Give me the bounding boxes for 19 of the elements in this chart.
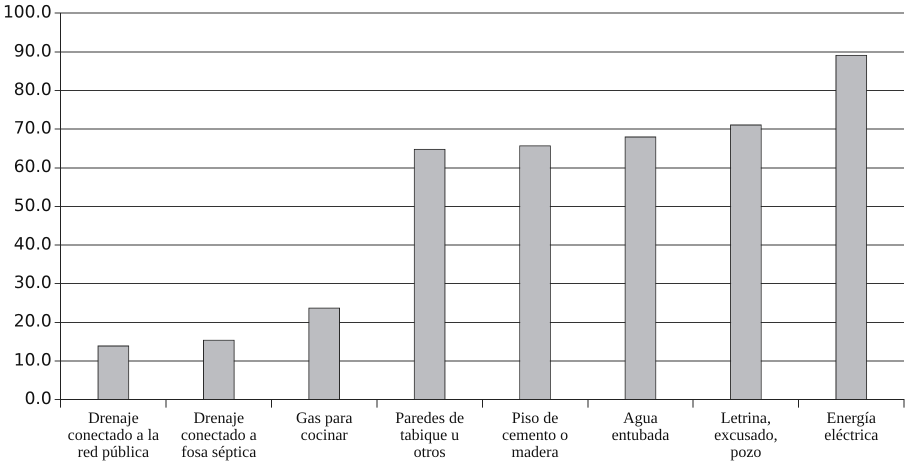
- x-tick-label: Gas para cocinar: [296, 410, 352, 444]
- x-tick-label: Piso de cemento o madera: [502, 410, 568, 461]
- y-tick-label: 10.0: [14, 350, 52, 370]
- x-tick-label: Energía eléctrica: [824, 410, 878, 444]
- y-tick-label: 70.0: [14, 118, 52, 139]
- x-tick-label: Paredes de tabique u otros: [395, 410, 464, 461]
- y-tick-label: 60.0: [14, 157, 52, 178]
- y-tick-label: 90.0: [14, 41, 52, 62]
- x-tick-label: Letrina, excusado, pozo: [714, 410, 778, 461]
- x-tick-label: Drenaje conectado a la red pública: [68, 410, 160, 461]
- y-tick-label: 0.0: [24, 389, 52, 410]
- y-tick-label: 40.0: [14, 234, 52, 254]
- x-tick-label: Drenaje conectado a fosa séptica: [180, 410, 257, 461]
- y-tick-label: 100.0: [2, 2, 52, 23]
- x-tick-label: Agua entubada: [612, 410, 670, 444]
- y-tick-label: 20.0: [14, 312, 52, 332]
- y-tick-label: 30.0: [14, 273, 52, 294]
- y-tick-label: 50.0: [14, 196, 52, 216]
- y-tick-label: 80.0: [14, 80, 52, 100]
